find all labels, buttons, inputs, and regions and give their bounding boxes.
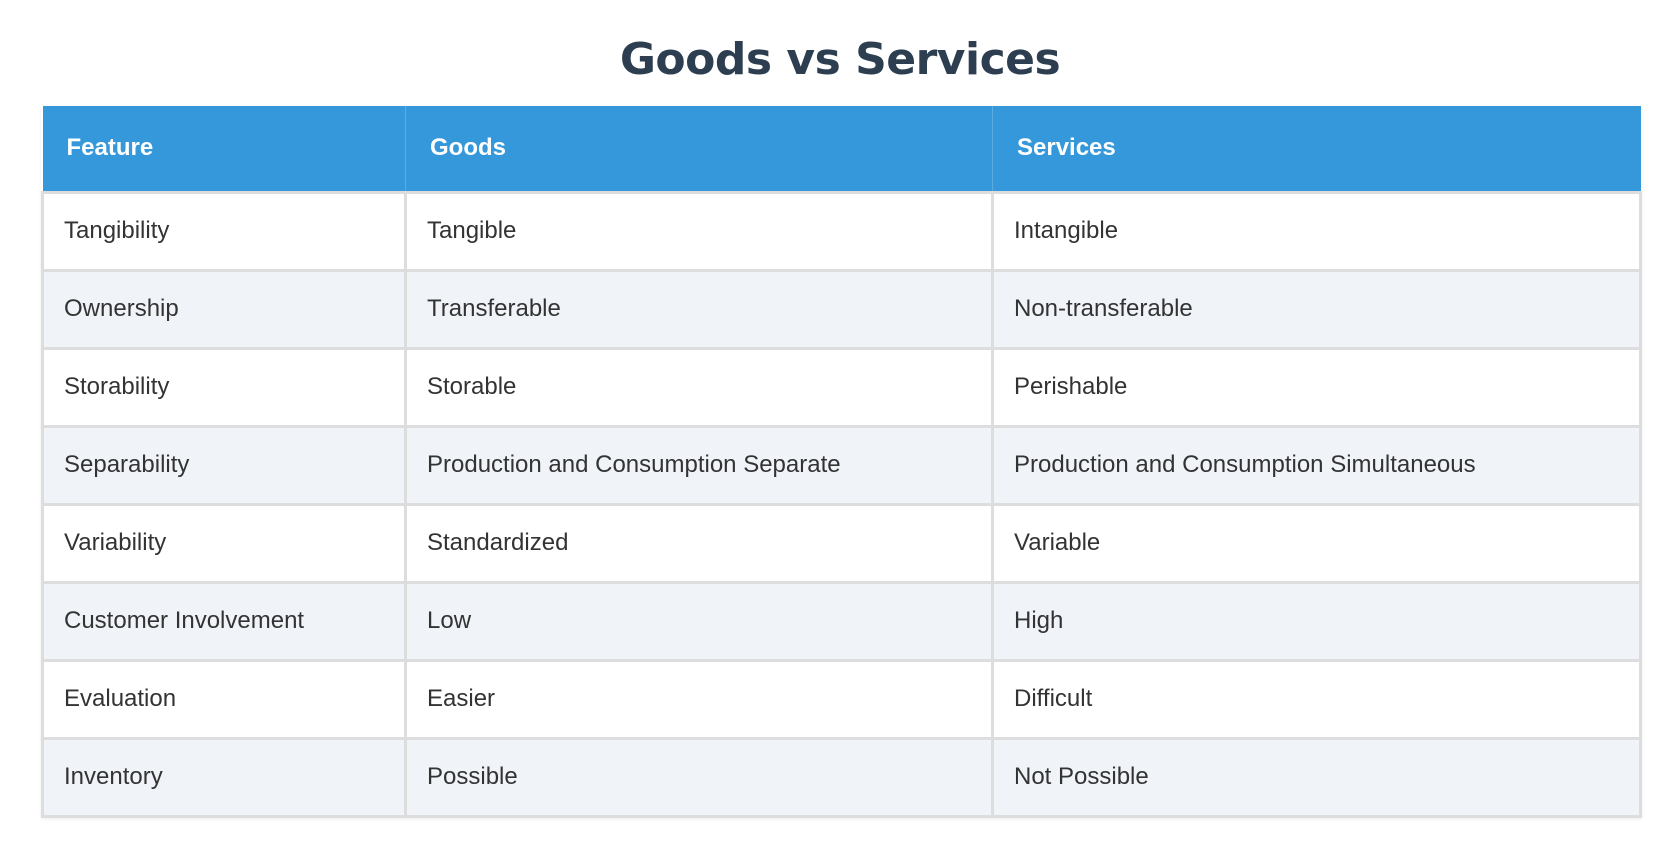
table-row: Separability Production and Consumption … bbox=[41, 424, 1642, 506]
cell-feature: Evaluation bbox=[41, 658, 407, 740]
cell-services: Perishable bbox=[991, 346, 1642, 428]
cell-goods: Transferable bbox=[404, 268, 994, 350]
cell-goods: Storable bbox=[404, 346, 994, 428]
cell-goods: Tangible bbox=[404, 190, 994, 272]
cell-goods: Low bbox=[404, 580, 994, 662]
table-row: Tangibility Tangible Intangible bbox=[41, 190, 1642, 272]
cell-feature: Inventory bbox=[41, 736, 407, 818]
cell-services: Not Possible bbox=[991, 736, 1642, 818]
cell-feature: Tangibility bbox=[41, 190, 407, 272]
table-row: Storability Storable Perishable bbox=[41, 346, 1642, 428]
cell-services: Difficult bbox=[991, 658, 1642, 740]
table-row: Variability Standardized Variable bbox=[41, 502, 1642, 584]
table-body: Tangibility Tangible Intangible Ownershi… bbox=[41, 190, 1642, 818]
cell-goods: Production and Consumption Separate bbox=[404, 424, 994, 506]
column-header-goods: Goods bbox=[405, 106, 993, 193]
cell-services: Variable bbox=[991, 502, 1642, 584]
cell-feature: Storability bbox=[41, 346, 407, 428]
table-row: Inventory Possible Not Possible bbox=[41, 736, 1642, 818]
cell-services: Non-transferable bbox=[991, 268, 1642, 350]
cell-feature: Ownership bbox=[41, 268, 407, 350]
table-row: Customer Involvement Low High bbox=[41, 580, 1642, 662]
cell-goods: Easier bbox=[404, 658, 994, 740]
comparison-table-container: Feature Goods Services Tangibility Tangi… bbox=[41, 106, 1642, 818]
table-header: Feature Goods Services bbox=[42, 106, 1641, 193]
table-row: Ownership Transferable Non-transferable bbox=[41, 268, 1642, 350]
table-row: Evaluation Easier Difficult bbox=[41, 658, 1642, 740]
cell-services: High bbox=[991, 580, 1642, 662]
cell-feature: Variability bbox=[41, 502, 407, 584]
cell-feature: Customer Involvement bbox=[41, 580, 407, 662]
cell-goods: Standardized bbox=[404, 502, 994, 584]
column-header-services: Services bbox=[992, 106, 1641, 193]
cell-services: Intangible bbox=[991, 190, 1642, 272]
cell-goods: Possible bbox=[404, 736, 994, 818]
column-header-feature: Feature bbox=[42, 106, 406, 193]
cell-services: Production and Consumption Simultaneous bbox=[991, 424, 1642, 506]
comparison-table: Feature Goods Services Tangibility Tangi… bbox=[41, 106, 1642, 818]
cell-feature: Separability bbox=[41, 424, 407, 506]
header-row: Feature Goods Services bbox=[42, 106, 1641, 193]
page-title: Goods vs Services bbox=[619, 34, 1061, 85]
